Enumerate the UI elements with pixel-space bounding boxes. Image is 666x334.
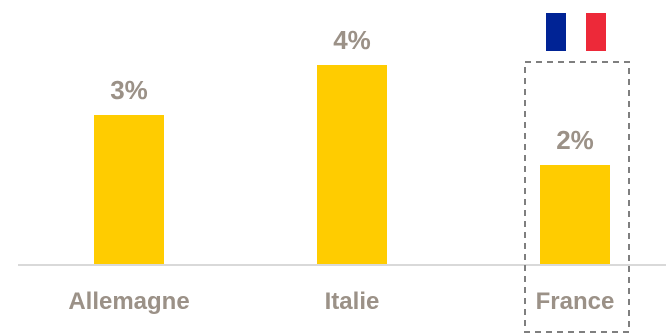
value-labels-layer: 3% 4% 2% xyxy=(110,25,594,155)
bar-france xyxy=(540,165,610,265)
value-label-italie: 4% xyxy=(333,25,371,55)
french-flag-icon xyxy=(546,13,606,51)
category-label-france: France xyxy=(536,288,615,315)
value-label-france: 2% xyxy=(556,125,594,155)
bar-italie xyxy=(317,65,387,265)
bars-layer xyxy=(94,65,610,265)
category-labels-layer: Allemagne Italie France xyxy=(68,288,614,315)
flag-white-stripe xyxy=(566,13,586,51)
category-label-allemagne: Allemagne xyxy=(68,288,189,315)
value-label-allemagne: 3% xyxy=(110,75,148,105)
flag-blue-stripe xyxy=(546,13,566,51)
bar-allemagne xyxy=(94,115,164,265)
category-label-italie: Italie xyxy=(325,288,380,315)
flag-red-stripe xyxy=(586,13,606,51)
